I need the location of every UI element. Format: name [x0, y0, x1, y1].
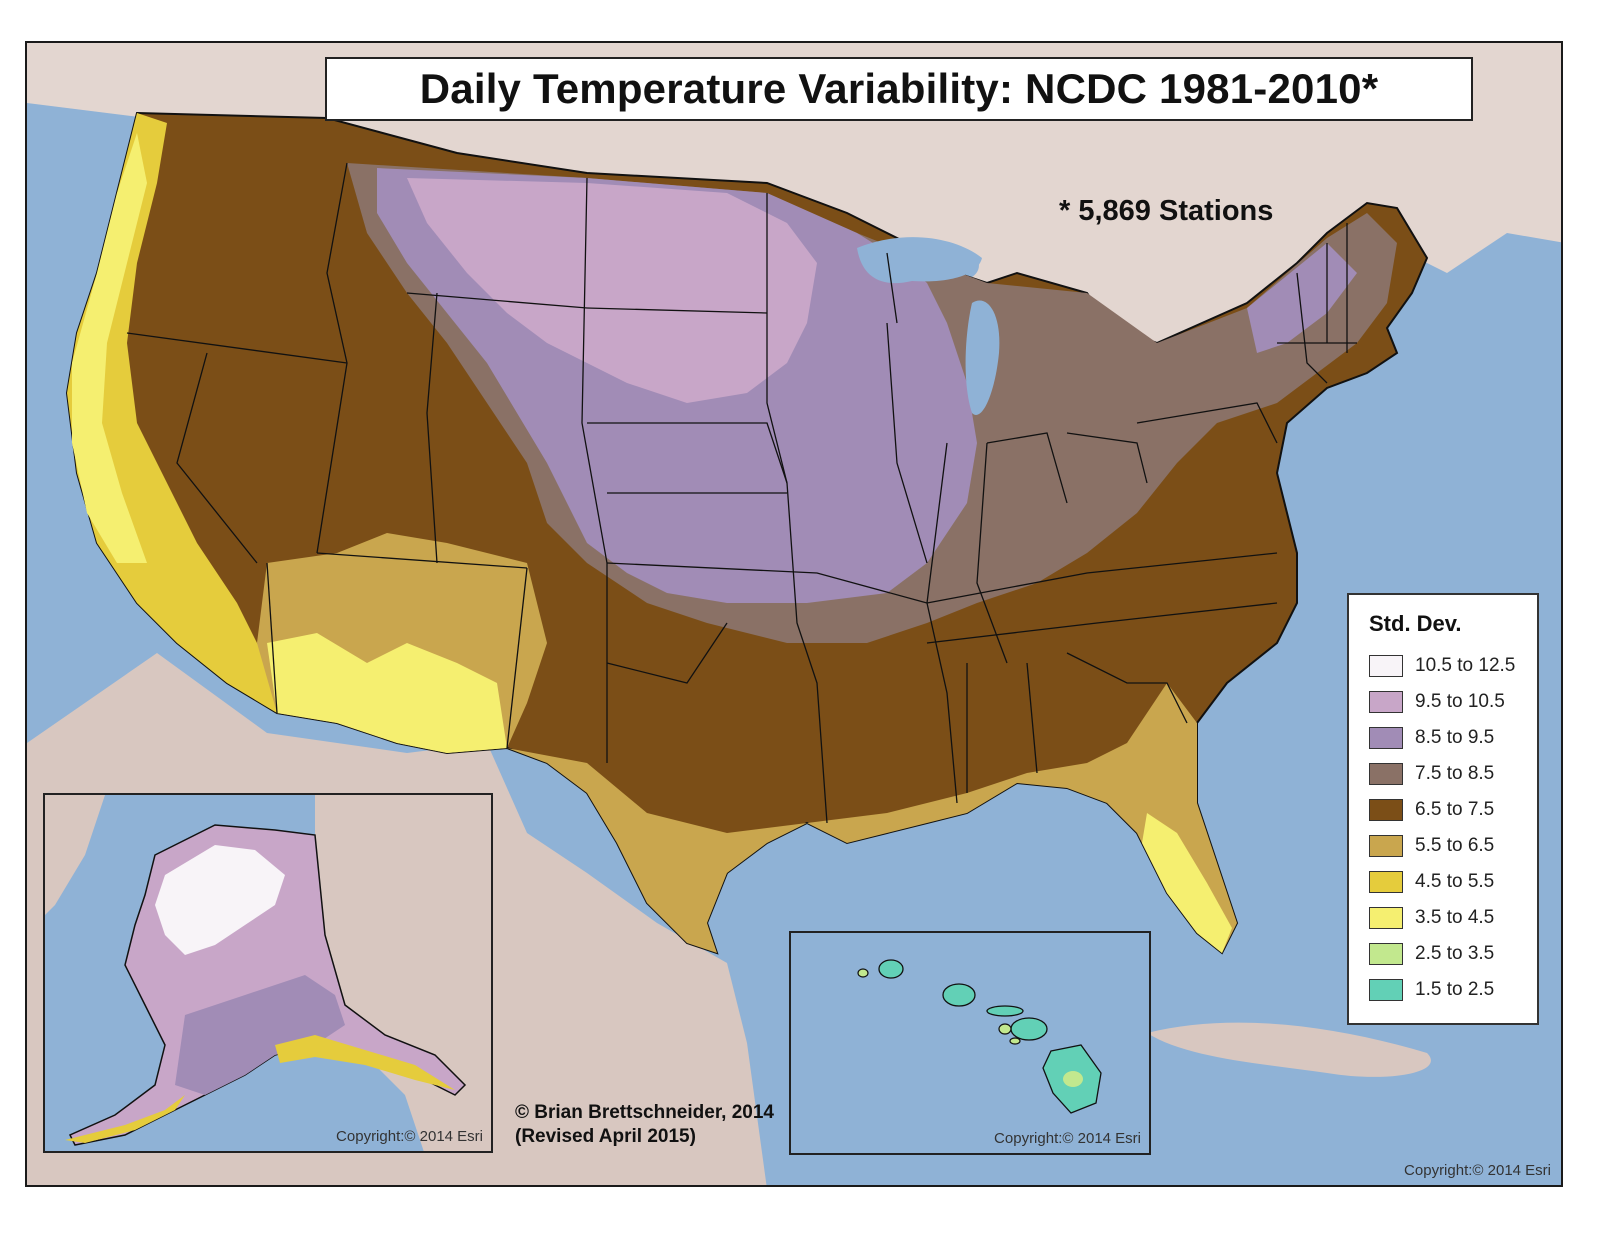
- northeast-purple: [1247, 243, 1357, 353]
- gulf-coast-zone: [507, 683, 1237, 953]
- state-boundaries: [126, 162, 1357, 824]
- kahoolawe: [1009, 1037, 1021, 1045]
- contiguous-us-map: [27, 43, 1561, 1185]
- alaska-coast-yellow: [275, 1035, 455, 1090]
- alaska-white-zone: [155, 845, 285, 955]
- cuba: [1147, 1022, 1431, 1077]
- pacific-coast-lightest: [72, 133, 147, 563]
- legend-item: 5.5 to 6.5: [1369, 833, 1494, 859]
- map-frame: Daily Temperature Variability: NCDC 1981…: [25, 41, 1563, 1187]
- legend-label: 5.5 to 6.5: [1415, 835, 1495, 856]
- legend-item: 7.5 to 8.5: [1369, 761, 1494, 787]
- legend-item: 8.5 to 9.5: [1369, 725, 1494, 751]
- alaska-copyright: Copyright:© 2014 Esri: [336, 1128, 483, 1145]
- legend-label: 3.5 to 4.5: [1415, 907, 1495, 928]
- alaska-inset: Copyright:© 2014 Esri: [43, 793, 493, 1153]
- maui: [1010, 1017, 1048, 1041]
- legend-swatch: [1369, 727, 1403, 749]
- legend-swatch: [1369, 691, 1403, 713]
- legend-label: 4.5 to 5.5: [1415, 871, 1495, 892]
- legend-item: 10.5 to 12.5: [1369, 653, 1515, 679]
- alaska-map: [45, 795, 491, 1151]
- author-credit: © Brian Brettschneider, 2014 (Revised Ap…: [515, 1101, 774, 1149]
- legend-label: 10.5 to 12.5: [1415, 655, 1516, 676]
- legend-item: 1.5 to 2.5: [1369, 977, 1494, 1003]
- station-count-note: * 5,869 Stations: [1059, 195, 1274, 227]
- legend-item: 9.5 to 10.5: [1369, 689, 1505, 715]
- hawaii-copyright: Copyright:© 2014 Esri: [994, 1130, 1141, 1147]
- legend-swatch: [1369, 655, 1403, 677]
- kauai: [878, 959, 904, 979]
- dakotas-light-purple: [407, 178, 817, 403]
- legend-item: 2.5 to 3.5: [1369, 941, 1494, 967]
- legend-label: 6.5 to 7.5: [1415, 799, 1495, 820]
- lake-michigan-top: [965, 300, 1000, 415]
- legend-swatch: [1369, 907, 1403, 929]
- canada-land: [27, 43, 1561, 393]
- molokai: [986, 1005, 1024, 1017]
- legend-label: 7.5 to 8.5: [1415, 763, 1495, 784]
- alaska-surround-land: [315, 795, 491, 1151]
- legend: Std. Dev. 10.5 to 12.5 9.5 to 10.5 8.5 t…: [1347, 593, 1539, 1025]
- legend-label: 8.5 to 9.5: [1415, 727, 1495, 748]
- main-copyright: Copyright:© 2014 Esri: [1404, 1162, 1551, 1179]
- legend-swatch: [1369, 835, 1403, 857]
- niihau: [857, 968, 869, 978]
- big-island-summit: [1063, 1071, 1083, 1087]
- legend-label: 9.5 to 10.5: [1415, 691, 1505, 712]
- legend-title: Std. Dev.: [1369, 611, 1462, 636]
- legend-item: 4.5 to 5.5: [1369, 869, 1494, 895]
- florida-yellow: [1142, 813, 1232, 953]
- russia-land: [45, 795, 105, 915]
- legend-swatch: [1369, 871, 1403, 893]
- legend-item: 6.5 to 7.5: [1369, 797, 1494, 823]
- lake-superior: [857, 237, 982, 284]
- legend-item: 3.5 to 4.5: [1369, 905, 1494, 931]
- legend-label: 1.5 to 2.5: [1415, 979, 1495, 1000]
- legend-swatch: [1369, 979, 1403, 1001]
- author-credit-line1: © Brian Brettschneider, 2014: [515, 1102, 774, 1123]
- legend-swatch: [1369, 799, 1403, 821]
- oahu: [942, 983, 976, 1007]
- aleutian-chain: [65, 1095, 185, 1143]
- hawaii-inset: Copyright:© 2014 Esri: [789, 931, 1151, 1155]
- legend-swatch: [1369, 763, 1403, 785]
- map-title-box: Daily Temperature Variability: NCDC 1981…: [325, 57, 1473, 121]
- author-credit-line2: (Revised April 2015): [515, 1126, 696, 1147]
- southwest-yellow: [267, 633, 507, 753]
- legend-swatch: [1369, 943, 1403, 965]
- map-title: Daily Temperature Variability: NCDC 1981…: [419, 65, 1379, 112]
- alaska-south-purple: [175, 975, 345, 1095]
- hawaii-map: [857, 959, 1102, 1114]
- legend-label: 2.5 to 3.5: [1415, 943, 1495, 964]
- lanai: [998, 1023, 1012, 1035]
